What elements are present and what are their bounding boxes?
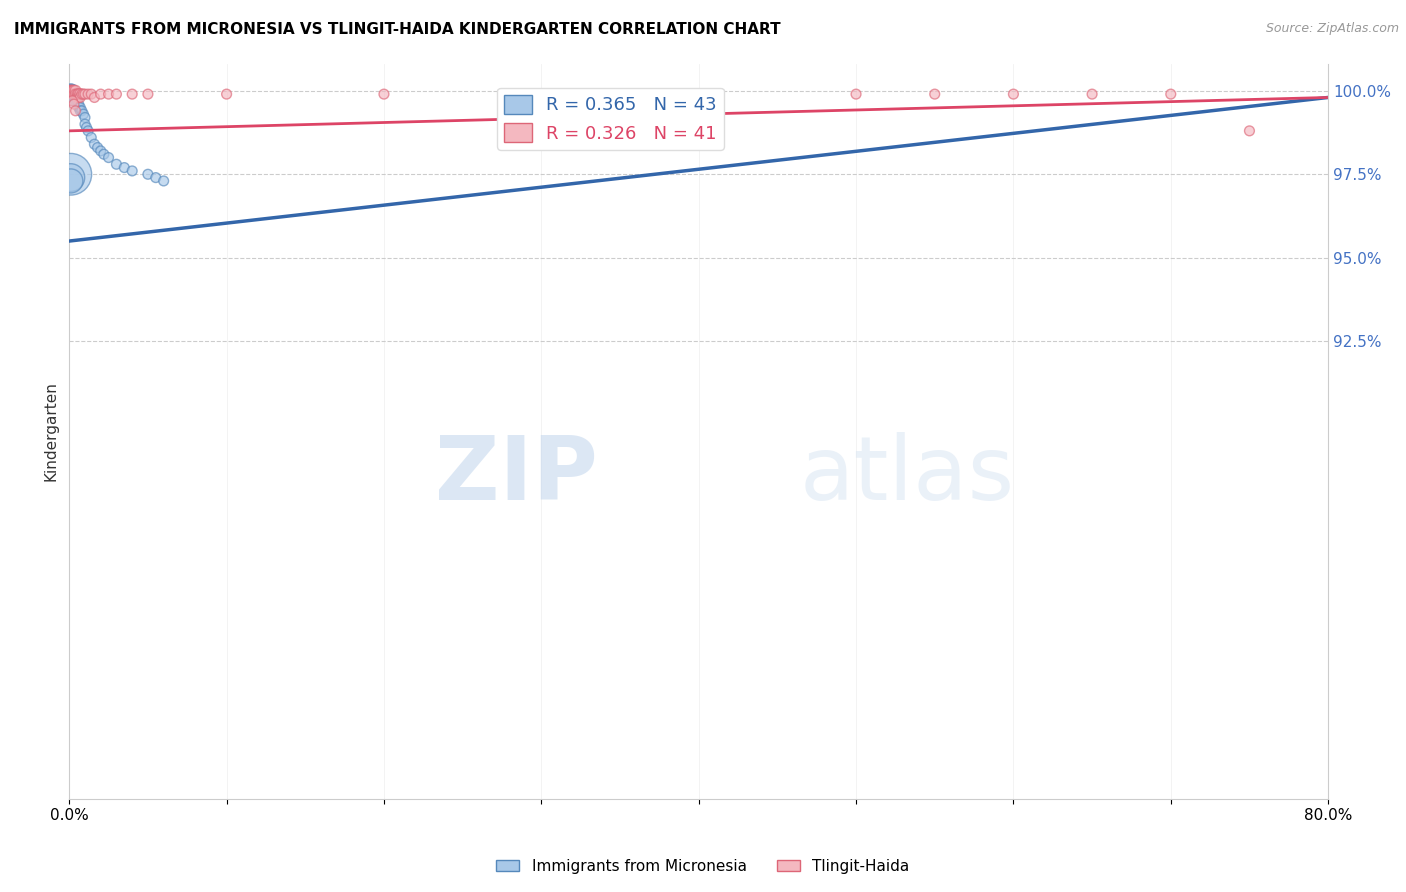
Point (65, 103, 87, 118)
Point (97, 151, 120, 165)
Point (373, 87, 395, 102)
Point (924, 87, 946, 102)
Point (60, 84, 83, 98)
Point (63, 90, 86, 104)
Point (65, 87, 87, 102)
Point (60, 87, 83, 102)
Point (63, 84, 86, 98)
Point (66, 94, 89, 108)
Point (80, 87, 103, 102)
Point (67, 100, 90, 114)
Point (59, 174, 82, 188)
Point (59, 87, 82, 102)
Point (105, 157, 128, 171)
Point (60, 84, 83, 98)
Point (60, 90, 83, 104)
Point (86, 140, 108, 154)
Text: IMMIGRANTS FROM MICRONESIA VS TLINGIT-HAIDA KINDERGARTEN CORRELATION CHART: IMMIGRANTS FROM MICRONESIA VS TLINGIT-HA… (14, 22, 780, 37)
Point (70, 87, 93, 102)
Point (59, 84, 82, 98)
Point (145, 170, 167, 185)
Point (66, 90, 89, 104)
Point (80, 130, 103, 145)
Point (60, 94, 83, 108)
Point (66, 90, 89, 104)
Point (121, 87, 143, 102)
Legend: Immigrants from Micronesia, Tlingit-Haida: Immigrants from Micronesia, Tlingit-Haid… (491, 853, 915, 880)
Point (83, 90, 105, 104)
Point (70, 103, 93, 118)
Point (63, 87, 86, 102)
Point (77, 87, 100, 102)
Point (60, 94, 83, 108)
Point (73, 117, 96, 131)
Point (1160, 87, 1182, 102)
Point (530, 87, 553, 102)
Point (72, 107, 94, 121)
Point (67, 97, 90, 112)
Point (60, 90, 83, 104)
Point (63, 90, 86, 104)
Y-axis label: Kindergarten: Kindergarten (44, 382, 58, 482)
Point (63, 94, 86, 108)
Point (65, 94, 87, 108)
Point (65, 90, 87, 104)
Point (105, 87, 128, 102)
Point (59, 84, 82, 98)
Point (59, 84, 82, 98)
Text: atlas: atlas (800, 432, 1015, 519)
Point (69, 100, 91, 114)
Point (60, 84, 83, 98)
Point (69, 103, 91, 118)
Point (73, 111, 96, 125)
Point (121, 164, 143, 178)
Point (72, 87, 94, 102)
Point (69, 87, 91, 102)
Point (136, 87, 159, 102)
Point (83, 137, 105, 152)
Point (152, 174, 174, 188)
Text: Source: ZipAtlas.com: Source: ZipAtlas.com (1265, 22, 1399, 36)
Legend: R = 0.365   N = 43, R = 0.326   N = 41: R = 0.365 N = 43, R = 0.326 N = 41 (498, 87, 724, 150)
Point (90, 144, 112, 158)
Point (65, 87, 87, 102)
Point (60, 87, 83, 102)
Point (69, 90, 91, 104)
Point (93, 147, 115, 161)
Point (112, 161, 135, 175)
Point (59, 84, 82, 98)
Text: ZIP: ZIP (436, 432, 598, 519)
Point (59, 170, 82, 185)
Point (1081, 87, 1104, 102)
Point (845, 87, 868, 102)
Point (65, 84, 87, 98)
Point (63, 97, 86, 112)
Point (77, 124, 100, 138)
Point (66, 87, 89, 102)
Point (136, 167, 159, 181)
Point (90, 87, 112, 102)
Point (67, 90, 90, 104)
Point (1239, 124, 1261, 138)
Point (688, 87, 710, 102)
Point (60, 84, 83, 98)
Point (67, 87, 90, 102)
Point (73, 87, 96, 102)
Point (59, 167, 82, 181)
Point (215, 87, 238, 102)
Point (76, 120, 98, 135)
Point (59, 84, 82, 98)
Point (97, 87, 120, 102)
Point (1002, 87, 1025, 102)
Point (60, 87, 83, 102)
Point (63, 87, 86, 102)
